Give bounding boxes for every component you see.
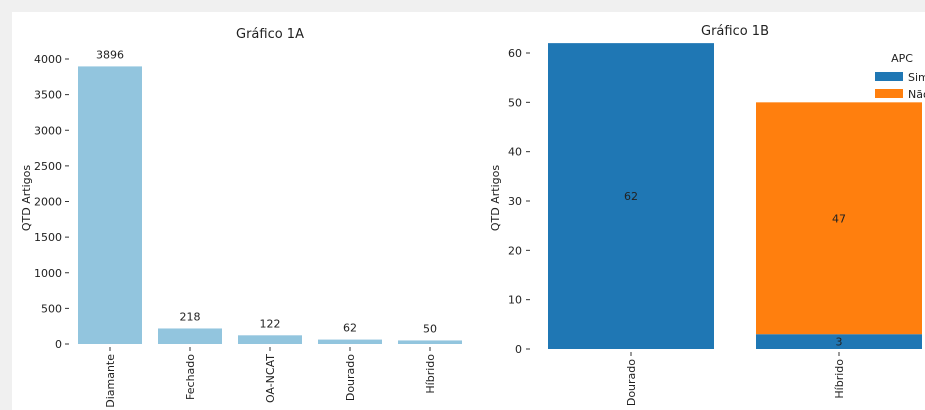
chart-1b-ytick-label: 0 [515, 343, 522, 356]
legend-label-sim: Sim [908, 71, 925, 84]
legend-title: APC [891, 52, 913, 65]
chart-1b-data-labels: 62 3 47 [624, 190, 846, 349]
bar-fechado [158, 328, 222, 344]
chart-1b-legend: APC Sim Não [875, 52, 925, 101]
bar-dourado-sim [548, 43, 714, 350]
data-label-hibrido-nao: 47 [832, 212, 846, 225]
chart-1a-ytick-label: 3000 [34, 124, 62, 137]
chart-1b-title: Gráfico 1B [701, 24, 769, 39]
chart-1b: Gráfico 1B QTD Artigos 0 10 20 30 40 50 60 62 3… [489, 24, 925, 406]
bar-diamante [78, 66, 142, 344]
chart-1a-ytick-label: 2500 [34, 160, 62, 173]
data-label-hibrido-sim: 3 [836, 336, 843, 349]
chart-1b-bars [548, 43, 922, 350]
xtick-label-oa-ncat: OA-NCAT [264, 354, 277, 403]
chart-1a-ytick-label: 1000 [34, 267, 62, 280]
chart-1a: Gráfico 1A QTD Artigos 0 500 1000 1500 2000 2… [20, 27, 462, 408]
bar-oa-ncat [238, 335, 302, 344]
legend-label-nao: Não [908, 88, 925, 101]
xtick-label-hibrido: Híbrido [424, 354, 437, 394]
chart-1b-ylabel: QTD Artigos [489, 165, 502, 231]
bar-dourado [318, 339, 382, 344]
bar-hibrido-sim [756, 334, 922, 349]
chart-1b-x-axis: Dourado Híbrido [625, 352, 846, 406]
chart-1a-ylabel: QTD Artigos [20, 165, 33, 231]
data-label-fechado: 218 [180, 310, 201, 323]
chart-1a-data-labels: 3896 218 122 62 50 [96, 48, 437, 335]
data-label-oa-ncat: 122 [260, 317, 281, 330]
data-label-dourado: 62 [343, 322, 357, 335]
xtick-label-diamante: Diamante [104, 354, 117, 408]
chart-1a-ytick-label: 4000 [34, 53, 62, 66]
chart-1a-ytick-label: 1500 [34, 231, 62, 244]
chart-1a-ytick-label: 500 [41, 302, 62, 315]
chart-1a-ytick-label: 3500 [34, 89, 62, 102]
legend-swatch-nao [875, 89, 903, 98]
data-label-diamante: 3896 [96, 48, 124, 61]
chart-1a-x-axis: Diamante Fechado OA-NCAT Dourado Híbrido [104, 347, 437, 408]
data-label-hibrido: 50 [423, 322, 437, 335]
chart-1b-ytick-label: 20 [508, 244, 522, 257]
chart-1b-ytick-label: 10 [508, 294, 522, 307]
chart-1a-bars [78, 66, 462, 344]
chart-1b-y-axis: 0 10 20 30 40 50 60 [508, 47, 530, 356]
chart-1b-ytick-label: 30 [508, 195, 522, 208]
bar-hibrido-nao [756, 102, 922, 335]
xtick-label-fechado: Fechado [184, 354, 197, 400]
chart-1b-ytick-label: 40 [508, 146, 522, 159]
chart-1a-y-axis: 0 500 1000 1500 2000 2500 3000 3500 4000 [34, 53, 69, 351]
chart-1b-ytick-label: 50 [508, 96, 522, 109]
chart-1a-title: Gráfico 1A [236, 27, 304, 42]
bar-hibrido [398, 340, 462, 344]
data-label-dourado-sim: 62 [624, 190, 638, 203]
chart-1a-ytick-label: 0 [55, 338, 62, 351]
xtick-label-dourado: Dourado [344, 354, 357, 401]
chart-1a-ytick-label: 2000 [34, 196, 62, 209]
legend-swatch-sim [875, 72, 903, 81]
xtick-label-hibrido: Híbrido [833, 359, 846, 399]
chart-1b-ytick-label: 60 [508, 47, 522, 60]
xtick-label-dourado: Dourado [625, 359, 638, 406]
